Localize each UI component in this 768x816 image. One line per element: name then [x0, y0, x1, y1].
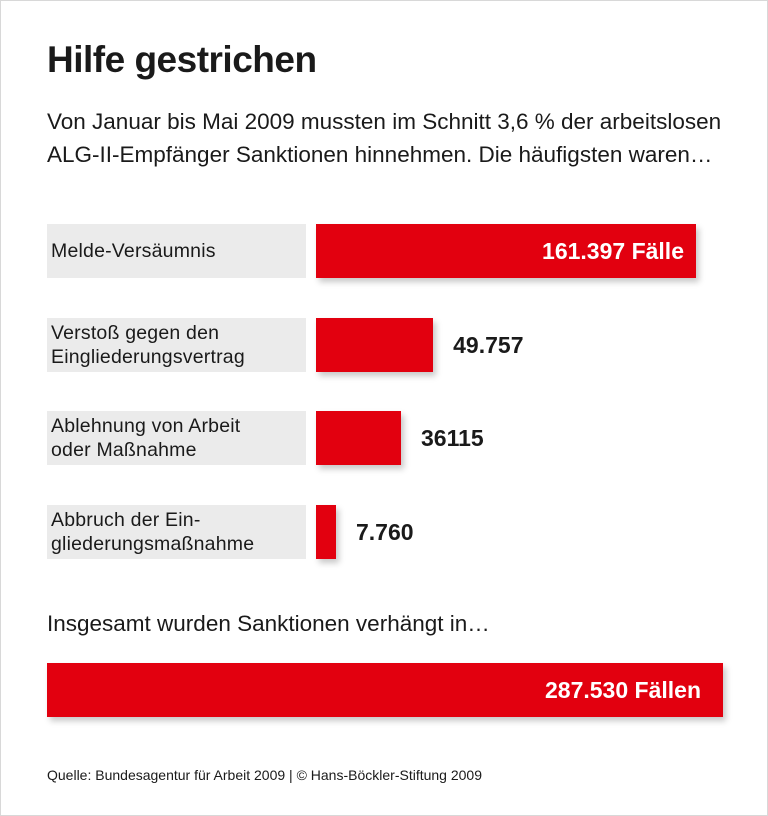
category-label-line: Abbruch der Ein-: [51, 509, 201, 531]
data-label: 36115: [421, 425, 484, 451]
category-label: Verstoß gegen den Eingliederungsvertrag: [47, 318, 306, 372]
chart-title: Hilfe gestrichen: [47, 39, 317, 80]
category-label-line: Melde-Versäumnis: [51, 240, 216, 262]
total-value-label: 287.530 Fällen: [545, 677, 701, 703]
category-label: Melde-Versäumnis: [47, 224, 306, 278]
category-label-line: gliederungsmaßnahme: [51, 533, 255, 555]
chart-subtitle: Von Januar bis Mai 2009 mussten im Schni…: [47, 109, 722, 167]
total-text: Insgesamt wurden Sanktionen verhängt in…: [47, 611, 490, 636]
bar: [316, 505, 336, 559]
bar: [316, 411, 402, 465]
bar: [316, 224, 696, 278]
source-note: Quelle: Bundesagentur für Arbeit 2009 | …: [47, 767, 482, 783]
total-bar: 287.530 Fällen: [47, 663, 723, 717]
category-label: Abbruch der Ein-gliederungsmaßnahme: [47, 505, 306, 559]
data-label: 49.757: [453, 332, 524, 358]
category-label-line: oder Maßnahme: [51, 439, 197, 461]
bar: [316, 318, 434, 372]
data-label: 161.397 Fälle: [542, 238, 684, 264]
data-label: 7.760: [356, 519, 414, 545]
category-label-line: Eingliederungsvertrag: [51, 346, 245, 368]
category-label-line: Ablehnung von Arbeit: [51, 415, 241, 437]
category-label-line: Verstoß gegen den: [51, 322, 220, 344]
category-label: Ablehnung von Arbeit oder Maßnahme: [47, 411, 306, 465]
